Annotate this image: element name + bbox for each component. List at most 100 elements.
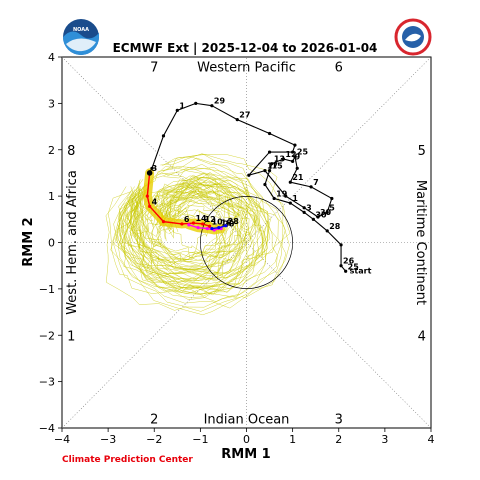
forecast-week1-point xyxy=(148,204,152,208)
ensemble-member-line xyxy=(120,186,244,276)
phase-number: 6 xyxy=(335,60,343,75)
observed-day-label: 21 xyxy=(292,173,304,182)
observed-day-label: 3 xyxy=(306,203,312,212)
unit-circle xyxy=(200,196,293,289)
ensemble-member-line xyxy=(105,165,287,312)
forecast-week3-day-label: 28 xyxy=(228,217,240,226)
forecast-week3-day-label: 18 xyxy=(221,219,233,228)
ensemble-member-line xyxy=(113,191,248,300)
observed-point xyxy=(263,182,267,187)
forecast-week1-point xyxy=(208,224,212,228)
observed-point xyxy=(272,196,276,201)
ensemble-member-line xyxy=(124,172,278,296)
ensemble-member-line xyxy=(119,190,254,294)
observed-day-label: 25 xyxy=(348,262,360,271)
observed-point xyxy=(293,155,297,159)
x-tick-label: −1 xyxy=(192,433,208,446)
observed-day-label: 28 xyxy=(329,222,341,231)
phase-guides xyxy=(61,56,432,429)
observed-day-label: 30 xyxy=(315,210,327,219)
credit-label: Climate Prediction Center xyxy=(62,455,193,465)
observed-day-label: 19 xyxy=(276,189,288,198)
observed-point xyxy=(339,264,343,268)
forecast-week1-point xyxy=(201,222,205,226)
region-label-bottom: Indian Ocean xyxy=(204,413,290,428)
ensemble-member-line xyxy=(110,189,290,309)
observed-point xyxy=(309,185,313,189)
observed-day-label: 9 xyxy=(295,152,301,161)
ensemble-member-line xyxy=(133,197,235,269)
noaa-logo: NOAA xyxy=(63,19,99,55)
region-label-top: Western Pacific xyxy=(197,60,296,75)
phase-number: 5 xyxy=(418,144,426,159)
y-tick-label: 0 xyxy=(48,237,55,250)
observed-point xyxy=(288,180,292,184)
forecast-week1-day-label: 12 xyxy=(205,215,216,224)
x-axis-label: RMM 1 xyxy=(221,447,270,462)
observed-day-label: 12 xyxy=(285,150,296,159)
observed-point xyxy=(288,201,292,205)
phase-number: 2 xyxy=(150,413,158,428)
observed-point xyxy=(284,194,288,198)
ensemble-member-line xyxy=(131,183,220,256)
ensemble-member-line xyxy=(122,191,220,277)
observed-point xyxy=(302,210,306,214)
forecast-week1-day-label: 4 xyxy=(152,197,158,206)
ensemble-member-line xyxy=(117,186,225,283)
x-tick-label: 4 xyxy=(428,433,435,446)
observed-point xyxy=(281,157,285,161)
observed-day-label: 3 xyxy=(152,164,158,173)
forecast-week2-point xyxy=(212,228,216,232)
observed-point xyxy=(344,269,348,273)
forecast-week2-point xyxy=(196,226,200,230)
observed-day-label: 1 xyxy=(292,194,298,203)
observed-point xyxy=(267,150,272,154)
observed-day-label: 29 xyxy=(214,97,226,106)
observed-point xyxy=(247,173,251,177)
observed-point xyxy=(311,217,315,221)
y-tick-label: 2 xyxy=(48,144,55,157)
observed-point xyxy=(267,169,272,173)
ensemble-member-line xyxy=(137,179,269,289)
forecast-week2-day-label: 20 xyxy=(223,220,235,229)
observed-point xyxy=(291,159,295,163)
forecast-week1-day-label: 6 xyxy=(184,215,190,224)
observed-day-label: 17 xyxy=(267,162,278,171)
x-tick-label: 3 xyxy=(381,433,388,446)
observed-point xyxy=(210,104,214,108)
observed-day-label: 13 xyxy=(274,155,285,164)
ensemble-member-line xyxy=(128,176,241,269)
ensemble-member-line xyxy=(160,153,263,258)
y-tick-label: −2 xyxy=(39,329,55,342)
region-label-left: West. Hem. and Africa xyxy=(65,170,80,315)
observed-day-label: 15 xyxy=(272,162,284,171)
forecast-week2-point xyxy=(205,226,209,231)
observed-point xyxy=(291,150,295,154)
y-tick-label: 1 xyxy=(48,190,55,203)
region-label-right: Maritime Continent xyxy=(413,180,428,305)
forecast-week1-day-label: 14 xyxy=(195,214,207,223)
observed-point xyxy=(295,166,299,170)
observed-point xyxy=(325,210,329,214)
observed-day-label: 30 xyxy=(320,208,332,217)
diagonal-line xyxy=(61,56,432,429)
x-tick-label: −2 xyxy=(146,433,162,446)
observed-end-marker xyxy=(146,170,153,176)
observed-point xyxy=(161,134,166,138)
ensemble-members xyxy=(105,153,291,316)
forecast-week1-point xyxy=(191,221,196,225)
ensemble-member-line xyxy=(124,175,248,274)
observed-point xyxy=(263,169,267,173)
observed-day-label: 5 xyxy=(329,203,335,212)
observed-point xyxy=(235,118,239,122)
observed-point xyxy=(175,108,179,112)
observed-day-label: 1 xyxy=(179,101,185,110)
observed-point xyxy=(194,101,198,105)
y-tick-label: −1 xyxy=(39,283,55,296)
observed-day-label: 7 xyxy=(313,178,319,187)
observed-point xyxy=(330,196,334,201)
x-tick-label: −4 xyxy=(54,433,70,446)
